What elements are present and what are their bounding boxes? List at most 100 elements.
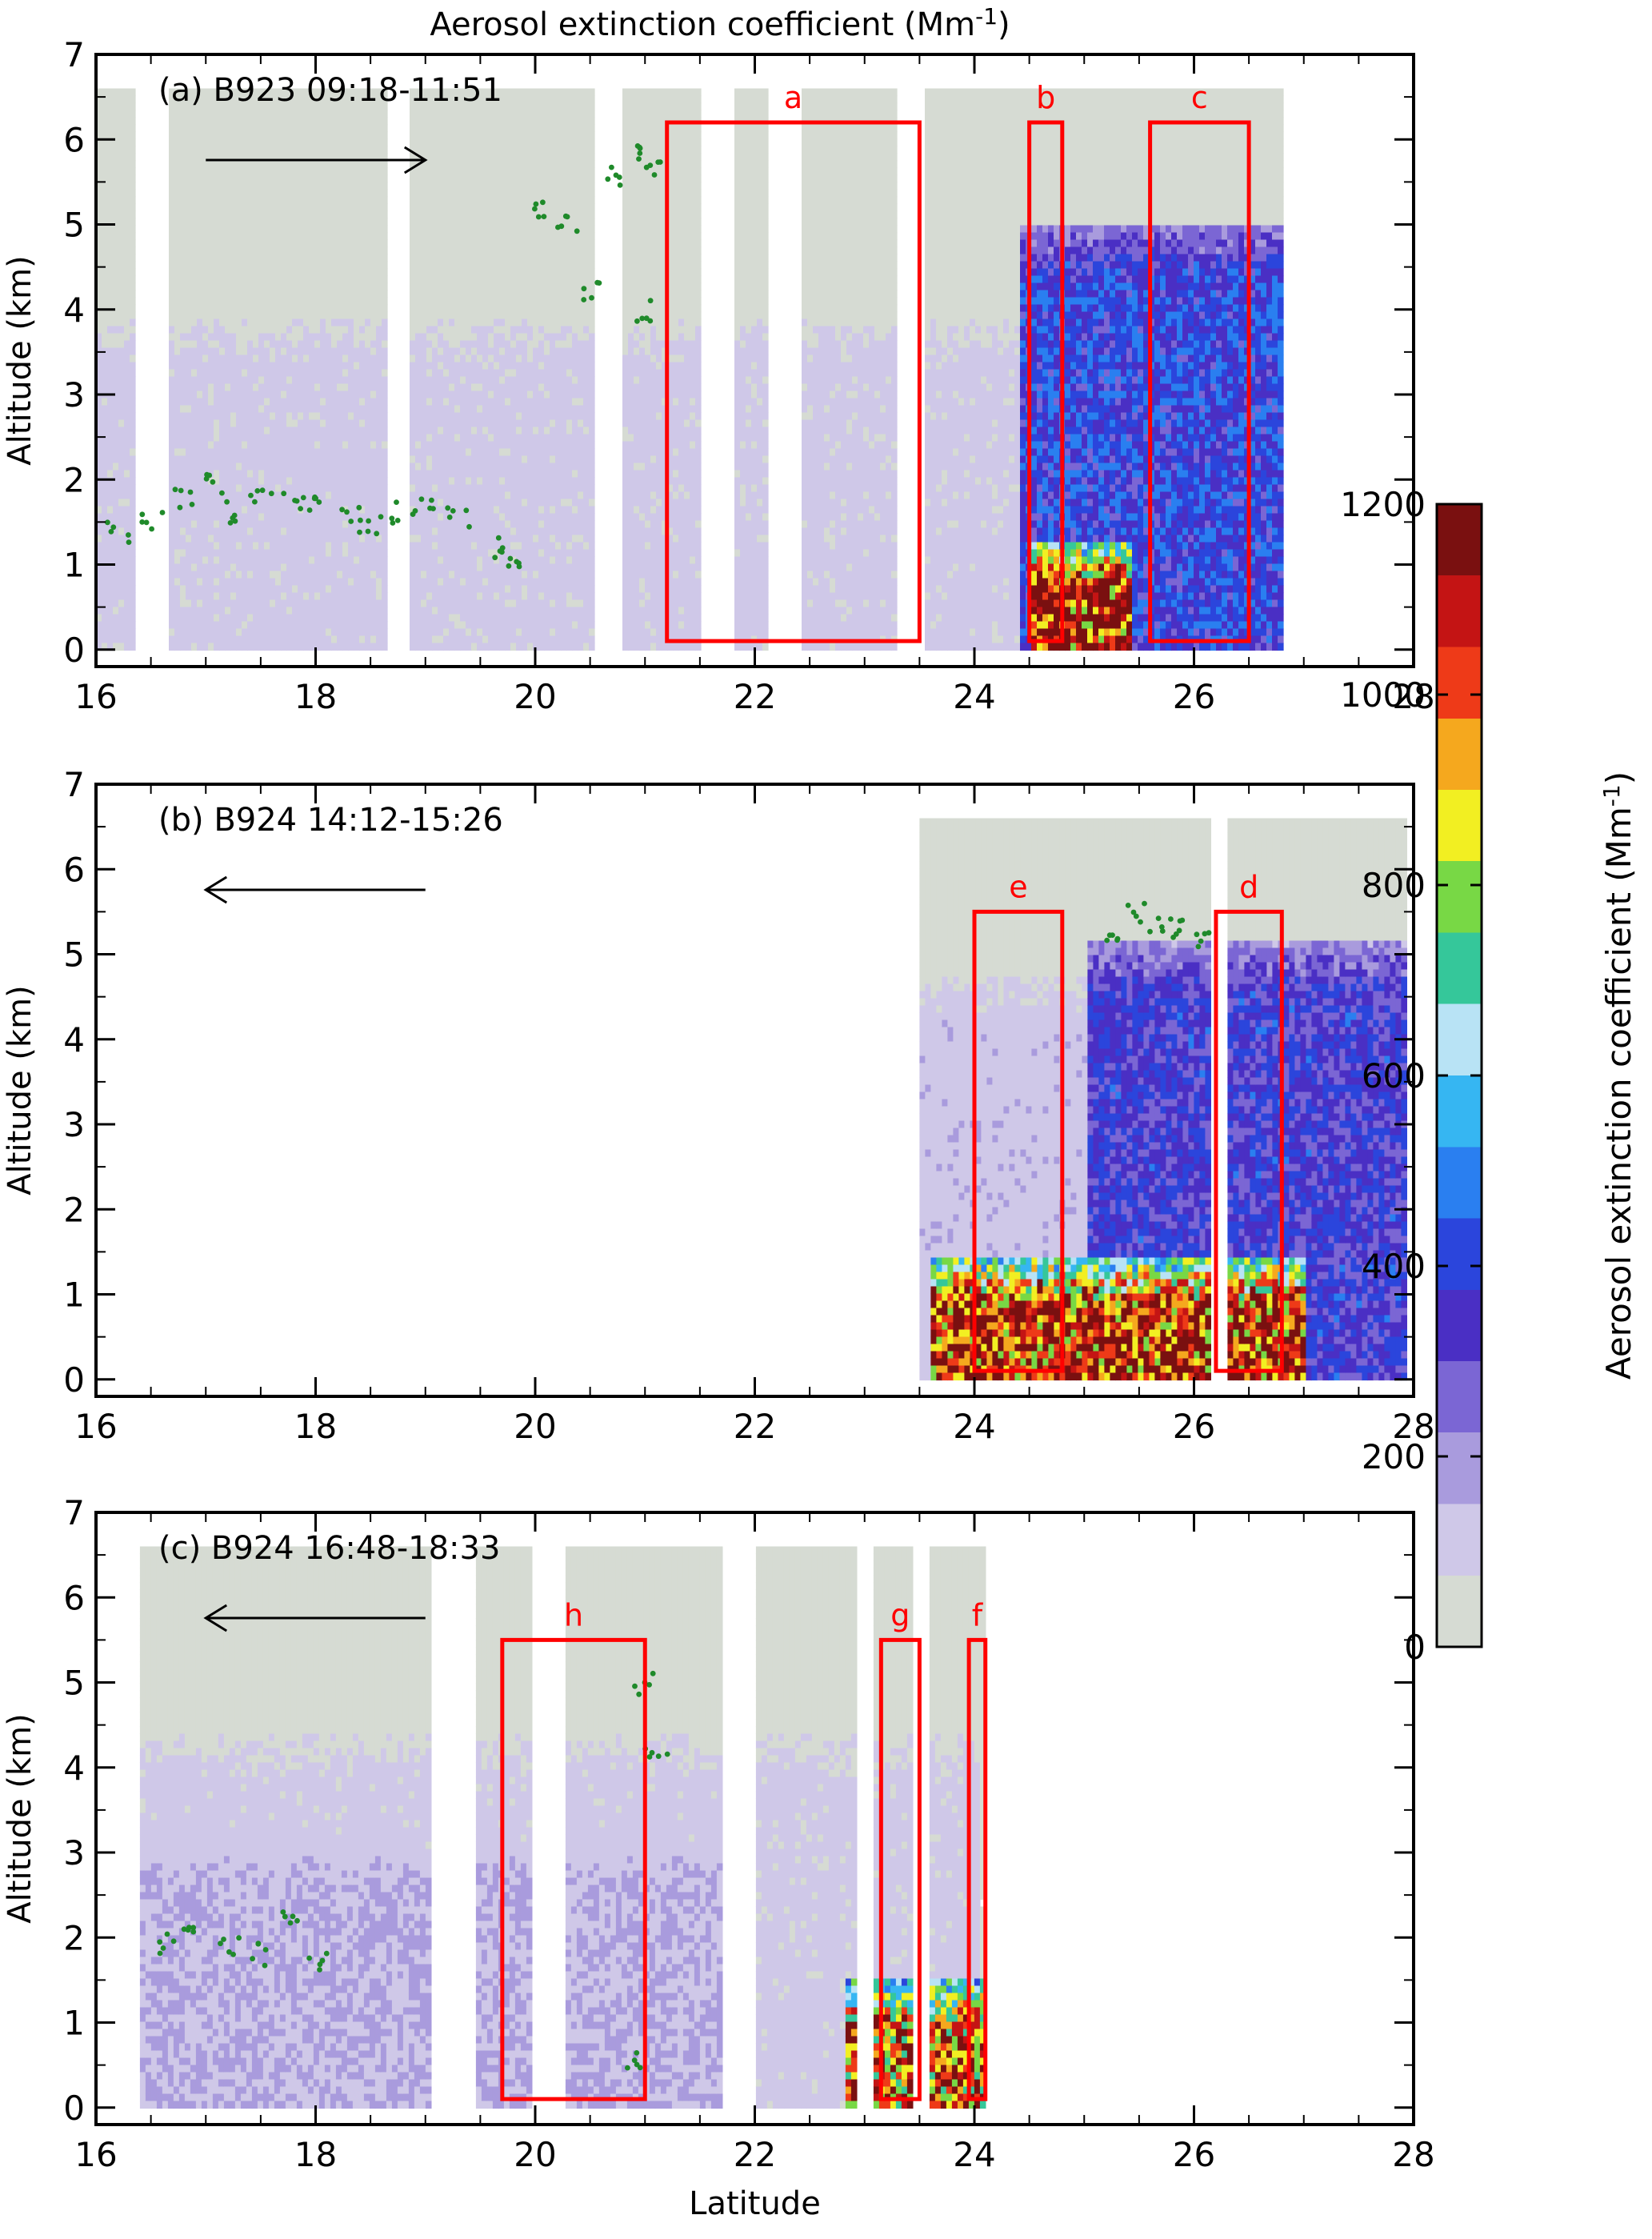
heatmap-cell xyxy=(275,549,282,558)
heatmap-cell xyxy=(202,391,209,399)
heatmap-cell xyxy=(174,131,181,140)
heatmap-cell xyxy=(174,160,181,169)
heatmap-cell xyxy=(130,95,136,104)
heatmap-cell xyxy=(309,254,315,262)
heatmap-cell xyxy=(421,491,427,500)
heatmap-cell xyxy=(443,556,450,565)
heatmap-cell xyxy=(309,246,315,255)
heatmap-cell xyxy=(102,607,108,615)
heatmap-cell xyxy=(505,513,511,522)
heatmap-cell xyxy=(359,340,366,349)
heatmap-cell xyxy=(180,138,186,147)
heatmap-cell xyxy=(337,391,343,399)
heatmap-cell xyxy=(426,333,433,342)
heatmap-cell xyxy=(382,362,388,370)
heatmap-cell xyxy=(376,203,382,212)
heatmap-cell xyxy=(275,124,282,133)
heatmap-cell xyxy=(174,174,181,183)
heatmap-cell xyxy=(482,88,489,97)
heatmap-cell xyxy=(337,592,343,601)
heatmap-cell xyxy=(482,506,489,515)
heatmap-cell xyxy=(236,398,242,407)
heatmap-cell xyxy=(118,189,125,198)
heatmap-cell xyxy=(96,635,102,644)
heatmap-cell xyxy=(247,196,254,205)
heatmap-cell xyxy=(370,354,377,363)
heatmap-cell xyxy=(477,326,483,334)
heatmap-cell xyxy=(382,218,388,226)
heatmap-cell xyxy=(410,189,416,198)
heatmap-cell xyxy=(326,174,332,183)
heatmap-cell xyxy=(242,261,248,270)
heatmap-cell xyxy=(186,369,192,378)
heatmap-cell xyxy=(281,499,287,507)
heatmap-cell xyxy=(477,599,483,608)
heatmap-cell xyxy=(432,383,438,392)
heatmap-cell xyxy=(180,391,186,399)
heatmap-cell xyxy=(230,592,237,601)
heatmap-cell xyxy=(488,95,494,104)
heatmap-cell xyxy=(208,232,214,241)
heatmap-cell xyxy=(286,297,293,306)
heatmap-cell xyxy=(253,88,259,97)
heatmap-cell xyxy=(281,398,287,407)
heatmap-cell xyxy=(186,383,192,392)
heatmap-cell xyxy=(348,153,354,162)
heatmap-cell xyxy=(258,571,265,579)
heatmap-cell xyxy=(348,138,354,147)
heatmap-cell xyxy=(96,628,102,637)
heatmap-cell xyxy=(326,362,332,370)
heatmap-cell xyxy=(292,160,298,169)
heatmap-cell xyxy=(432,441,438,450)
heatmap-cell xyxy=(230,563,237,572)
heatmap-cell xyxy=(298,463,304,471)
heatmap-cell xyxy=(286,218,293,226)
heatmap-cell xyxy=(471,635,478,644)
heatmap-cell xyxy=(348,110,354,118)
heatmap-cell xyxy=(438,347,444,356)
heatmap-cell xyxy=(454,520,461,529)
heatmap-cell xyxy=(466,391,472,399)
heatmap-cell xyxy=(102,102,108,111)
heatmap-cell xyxy=(331,254,338,262)
heatmap-cell xyxy=(477,218,483,226)
heatmap-cell xyxy=(359,369,366,378)
heatmap-cell xyxy=(426,470,433,479)
heatmap-cell xyxy=(365,592,371,601)
heatmap-cell xyxy=(421,225,427,234)
heatmap-cell xyxy=(169,225,175,234)
heatmap-cell xyxy=(488,621,494,630)
heatmap-cell xyxy=(197,556,203,565)
heatmap-cell xyxy=(270,549,276,558)
heatmap-cell xyxy=(303,513,310,522)
heatmap-cell xyxy=(337,398,343,407)
heatmap-cell xyxy=(247,160,254,169)
heatmap-cell xyxy=(359,499,366,507)
heatmap-cell xyxy=(118,434,125,443)
heatmap-cell xyxy=(286,527,293,536)
heatmap-cell xyxy=(281,88,287,97)
heatmap-cell xyxy=(331,513,338,522)
heatmap-cell xyxy=(460,549,466,558)
heatmap-cell xyxy=(348,340,354,349)
heatmap-cell xyxy=(186,563,192,572)
heatmap-cell xyxy=(482,182,489,190)
heatmap-cell xyxy=(303,599,310,608)
heatmap-cell xyxy=(370,189,377,198)
heatmap-cell xyxy=(421,138,427,147)
heatmap-cell xyxy=(342,110,349,118)
heatmap-cell xyxy=(258,635,265,644)
heatmap-cell xyxy=(281,427,287,435)
heatmap-cell xyxy=(124,369,130,378)
heatmap-cell xyxy=(482,398,489,407)
heatmap-cell xyxy=(292,369,298,378)
heatmap-cell xyxy=(348,441,354,450)
heatmap-cell xyxy=(337,333,343,342)
heatmap-cell xyxy=(197,246,203,255)
heatmap-cell xyxy=(219,261,226,270)
heatmap-cell xyxy=(438,412,444,421)
heatmap-cell xyxy=(230,203,237,212)
heatmap-cell xyxy=(466,398,472,407)
heatmap-cell xyxy=(376,556,382,565)
heatmap-cell xyxy=(197,369,203,378)
